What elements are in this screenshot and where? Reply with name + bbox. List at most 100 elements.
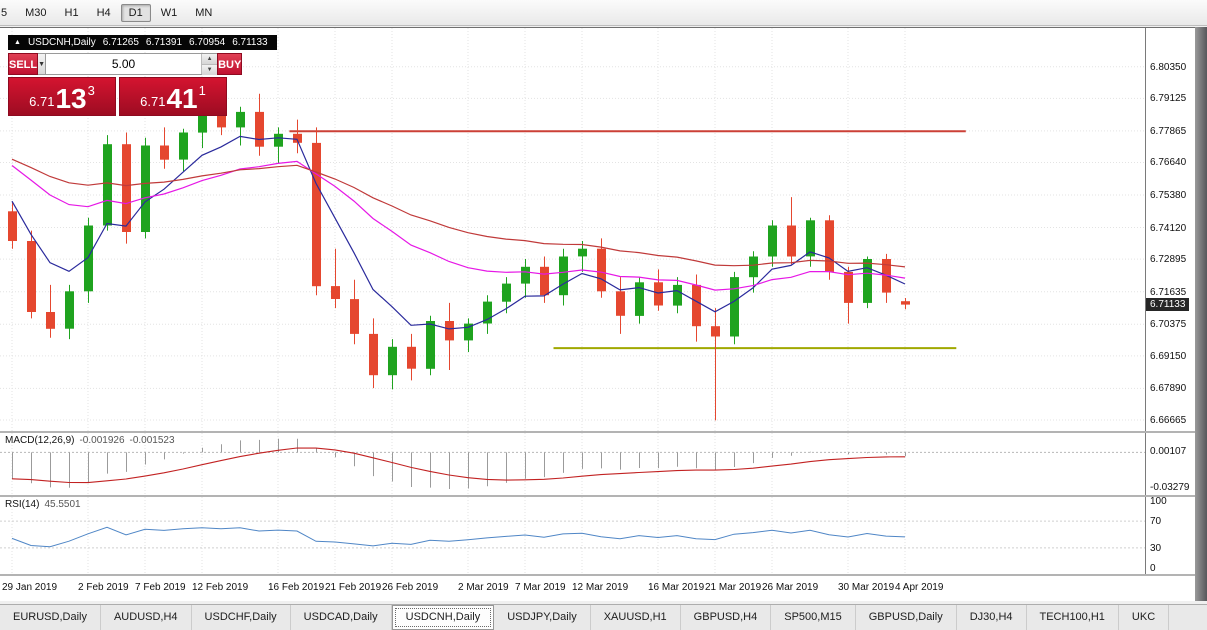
buy-price-display[interactable]: 6.71 41 1 xyxy=(119,77,227,116)
timeframe-button-mn[interactable]: MN xyxy=(195,6,213,19)
rsi-label: RSI(14) 45.5501 xyxy=(5,499,81,510)
ma-medium-line xyxy=(11,160,906,291)
chart-tab-dj30[interactable]: DJ30,H4 xyxy=(957,605,1027,630)
macd-main-value: -0.001926 xyxy=(79,435,125,446)
date-label: 29 Jan 2019 xyxy=(2,582,58,593)
chart-title-bar: ▲ USDCNH,Daily 6.71265 6.71391 6.70954 6… xyxy=(8,35,277,50)
rsi-axis-label: 30 xyxy=(1150,542,1162,554)
price-axis-label: 6.71635 xyxy=(1150,286,1187,298)
price-axis-label: 6.76640 xyxy=(1150,157,1187,169)
volume-input[interactable] xyxy=(46,54,202,74)
rsi-axis-label: 70 xyxy=(1150,516,1162,528)
chart-tab-usdcad[interactable]: USDCAD,Daily xyxy=(291,605,392,630)
macd-canvas[interactable] xyxy=(0,433,1145,495)
rsi-axis: 100 70 30 0 xyxy=(1145,496,1196,574)
current-price-badge: 6.71133 xyxy=(1146,297,1190,311)
ohlc-high: 6.71391 xyxy=(145,37,183,48)
ohlc-low: 6.70954 xyxy=(189,37,226,48)
volume-spinner: ▲ ▼ xyxy=(201,54,218,75)
date-label: 12 Feb 2019 xyxy=(192,582,249,593)
panel-splitter[interactable] xyxy=(0,431,1207,433)
date-label: 21 Feb 2019 xyxy=(325,582,382,593)
date-label: 12 Mar 2019 xyxy=(572,582,629,593)
chart-tab-tech100[interactable]: TECH100,H1 xyxy=(1027,605,1119,630)
buy-price-pips: 41 xyxy=(166,83,198,114)
candles xyxy=(8,93,910,421)
macd-axis-label: -0.03279 xyxy=(1150,482,1190,493)
rsi-panel: RSI(14) 45.5501 100 70 30 0 xyxy=(0,496,1207,574)
date-label: 2 Feb 2019 xyxy=(78,582,129,593)
macd-axis-label: 0.00107 xyxy=(1150,446,1187,458)
rsi-line xyxy=(11,526,906,548)
chart-tab-gbpusd[interactable]: GBPUSD,H4 xyxy=(681,605,772,630)
time-axis[interactable]: 29 Jan 2019 2 Feb 2019 7 Feb 2019 12 Feb 20… xyxy=(0,576,1207,601)
price-axis-label: 6.79125 xyxy=(1150,93,1187,105)
price-axis-label: 6.80350 xyxy=(1150,61,1187,73)
rsi-canvas[interactable] xyxy=(0,497,1145,574)
date-label: 30 Mar 2019 xyxy=(838,582,895,593)
buy-price-point: 1 xyxy=(198,83,206,98)
chart-tabs-bar: EURUSD,Daily AUDUSD,H4 USDCHF,Daily USDCAD,… xyxy=(0,604,1207,630)
timeframe-button-m30[interactable]: M30 xyxy=(25,6,47,19)
chart-tab-audusd[interactable]: AUDUSD,H4 xyxy=(101,605,192,630)
price-axis-label: 6.74120 xyxy=(1150,222,1187,234)
chart-tab-eurusd[interactable]: EURUSD,Daily xyxy=(0,605,101,630)
macd-signal-line xyxy=(11,447,906,484)
chart-tab-usdjpy[interactable]: USDJPY,Daily xyxy=(494,605,591,630)
buy-button[interactable]: BUY xyxy=(217,53,243,75)
sell-price-pips: 13 xyxy=(55,83,87,114)
volume-up-button[interactable]: ▲ xyxy=(202,54,218,65)
price-chart-canvas[interactable] xyxy=(0,28,1145,432)
price-axis-label: 6.67890 xyxy=(1150,383,1187,395)
rsi-axis-label: 0 xyxy=(1150,563,1156,574)
timeframe-button-d1[interactable]: D1 xyxy=(120,3,151,22)
date-label: 4 Apr 2019 xyxy=(895,582,944,593)
date-label: 16 Mar 2019 xyxy=(648,582,705,593)
macd-panel: MACD(12,26,9) -0.001926 -0.001523 0.00107-… xyxy=(0,433,1207,495)
macd-label: MACD(12,26,9) -0.001926 -0.001523 xyxy=(5,435,175,446)
volume-field: ▲ ▼ xyxy=(46,53,218,75)
chart-tab-gbpusd[interactable]: GBPUSD,Daily xyxy=(856,605,957,630)
panel-splitter[interactable] xyxy=(0,495,1207,497)
timeframe-button-h4[interactable]: H4 xyxy=(96,6,111,19)
macd-axis: 0.00107 -0.03279 xyxy=(1145,433,1196,495)
timeframe-button-h1[interactable]: H1 xyxy=(64,6,79,19)
price-axis-label: 6.75380 xyxy=(1150,190,1187,202)
macd-signal-value: -0.001523 xyxy=(129,435,175,446)
price-axis[interactable]: 6.80350 6.79125 6.77865 6.76640 6.75380 6.741… xyxy=(1145,28,1196,432)
volume-dropdown-button[interactable]: ▼ xyxy=(38,53,47,75)
chart-tab-xauusd[interactable]: XAUUSD,H1 xyxy=(591,605,681,630)
date-label: 2 Mar 2019 xyxy=(458,582,509,593)
date-label: 26 Feb 2019 xyxy=(382,582,439,593)
window-edge xyxy=(1195,27,1207,601)
ma-slow-line xyxy=(11,158,906,268)
date-label: 7 Mar 2019 xyxy=(515,582,566,593)
timeframe-toolbar: 5 M30 H1 H4 D1 W1 MN xyxy=(0,0,1207,26)
price-axis-label: 6.69150 xyxy=(1150,350,1187,362)
chart-tab-usdcnh[interactable]: USDCNH,Daily xyxy=(391,605,495,630)
chart-window: ▲ USDCNH,Daily 6.71265 6.71391 6.70954 6… xyxy=(0,27,1207,432)
chart-tab-usdchf[interactable]: USDCHF,Daily xyxy=(192,605,291,630)
timeframe-button-5[interactable]: 5 xyxy=(1,6,8,19)
chart-symbol: USDCNH,Daily xyxy=(27,37,96,48)
sell-button[interactable]: SELL xyxy=(8,53,39,75)
buy-price-base: 6.71 xyxy=(140,94,166,109)
ohlc-close: 6.71133 xyxy=(232,37,268,48)
date-label: 7 Feb 2019 xyxy=(135,582,186,593)
date-label: 16 Feb 2019 xyxy=(268,582,325,593)
rsi-value: 45.5501 xyxy=(44,499,81,510)
date-label: 21 Mar 2019 xyxy=(705,582,762,593)
ohlc-open: 6.71265 xyxy=(102,37,139,48)
chart-tab-sp500[interactable]: SP500,M15 xyxy=(771,605,856,630)
price-axis-label: 6.77865 xyxy=(1150,125,1187,137)
sell-price-base: 6.71 xyxy=(29,94,55,109)
date-label: 26 Mar 2019 xyxy=(762,582,819,593)
chart-tab-ukc[interactable]: UKC xyxy=(1119,605,1170,630)
price-axis-label: 6.72895 xyxy=(1150,254,1187,266)
panel-splitter[interactable] xyxy=(0,574,1207,576)
sell-price-display[interactable]: 6.71 13 3 xyxy=(8,77,116,116)
timeframe-button-w1[interactable]: W1 xyxy=(160,6,178,19)
volume-down-button[interactable]: ▼ xyxy=(202,65,218,75)
